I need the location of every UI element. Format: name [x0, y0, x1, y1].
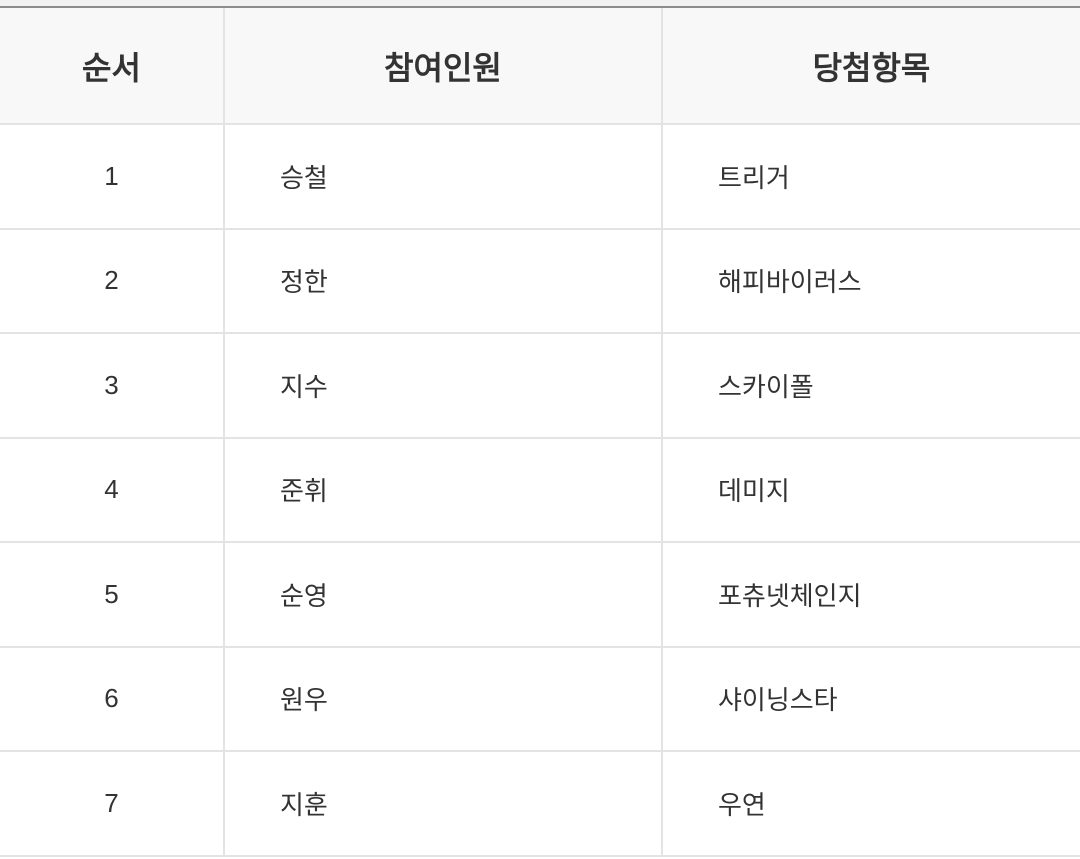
member-cell: 순영: [223, 541, 663, 648]
table-row: 5 순영 포츄넷체인지: [0, 541, 1080, 648]
member-cell: 원우: [223, 645, 663, 752]
order-cell: 7: [0, 750, 225, 857]
order-cell: 4: [0, 436, 225, 543]
order-cell: 1: [0, 123, 225, 230]
top-divider: [0, 0, 1080, 8]
item-cell: 우연: [661, 750, 1080, 857]
header-order: 순서: [0, 8, 225, 125]
table-row: 6 원우 샤이닝스타: [0, 645, 1080, 752]
item-cell: 포츄넷체인지: [661, 541, 1080, 648]
member-cell: 지훈: [223, 750, 663, 857]
order-cell: 5: [0, 541, 225, 648]
member-cell: 지수: [223, 332, 663, 439]
result-table: 순서 참여인원 당첨항목 1 승철 트리거 2 정한 해피바이러스 3 지수 스카이폴 4 준휘 데미…: [0, 8, 1080, 857]
table-row: 2 정한 해피바이러스: [0, 227, 1080, 334]
item-cell: 샤이닝스타: [661, 645, 1080, 752]
order-cell: 3: [0, 332, 225, 439]
header-member: 참여인원: [223, 8, 663, 125]
item-cell: 해피바이러스: [661, 227, 1080, 334]
table-row: 7 지훈 우연: [0, 750, 1080, 857]
header-item: 당첨항목: [661, 8, 1080, 125]
member-cell: 준휘: [223, 436, 663, 543]
order-cell: 6: [0, 645, 225, 752]
header-row: 순서 참여인원 당첨항목: [0, 8, 1080, 125]
item-cell: 스카이폴: [661, 332, 1080, 439]
order-cell: 2: [0, 227, 225, 334]
table-row: 4 준휘 데미지: [0, 436, 1080, 543]
item-cell: 데미지: [661, 436, 1080, 543]
table-row: 1 승철 트리거: [0, 123, 1080, 230]
member-cell: 정한: [223, 227, 663, 334]
table-row: 3 지수 스카이폴: [0, 332, 1080, 439]
member-cell: 승철: [223, 123, 663, 230]
item-cell: 트리거: [661, 123, 1080, 230]
